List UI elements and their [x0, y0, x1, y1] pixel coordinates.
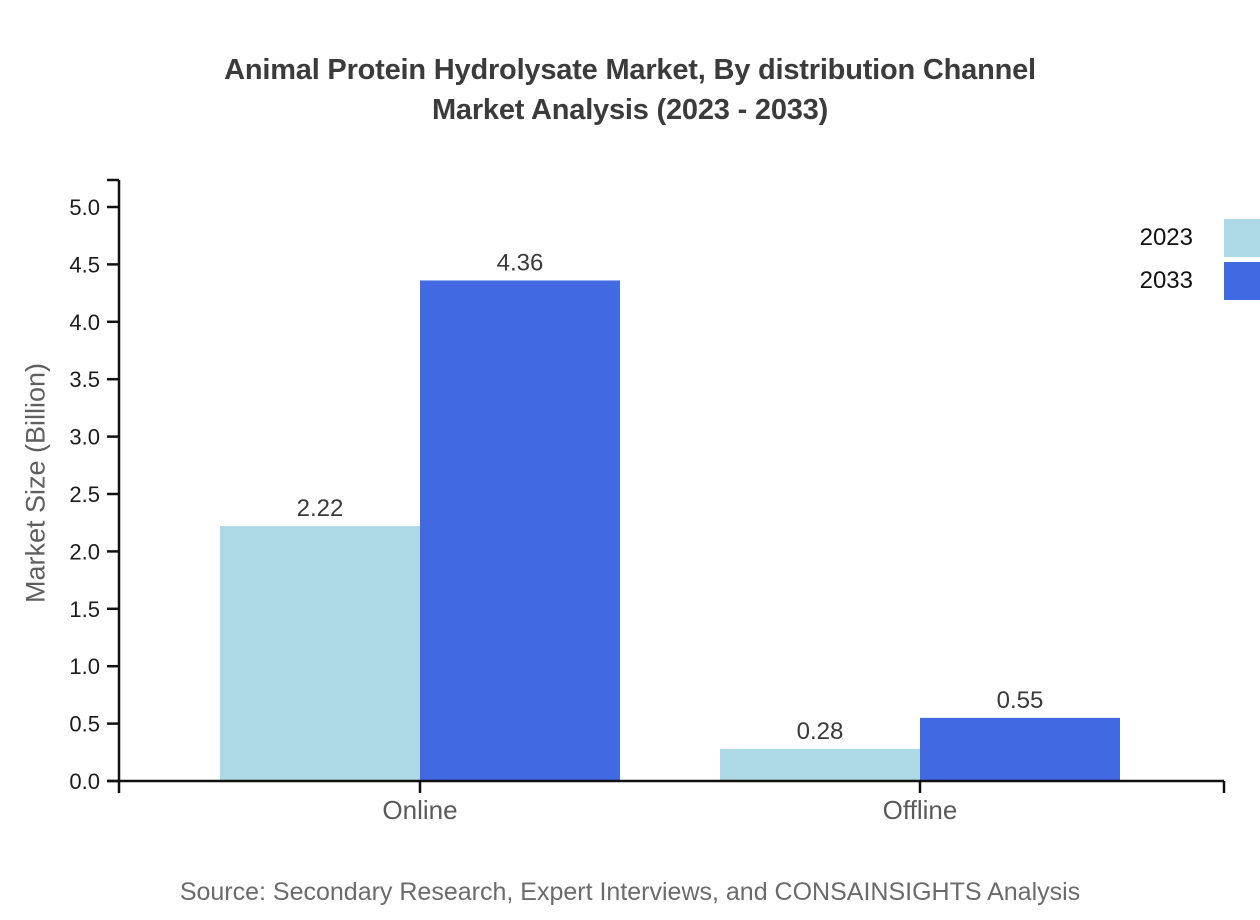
legend-label-2033: 2033: [1139, 267, 1193, 294]
bar-value-label-offline-2033: 0.55: [997, 687, 1044, 714]
legend-label-2023: 2023: [1139, 224, 1193, 251]
chart-title: Animal Protein Hydrolysate Market, By di…: [0, 50, 1260, 130]
axes-layer: [107, 178, 1226, 793]
y-tick-label: 2.5: [69, 482, 100, 507]
y-tick-label: 3.5: [69, 367, 100, 392]
bar-value-label-online-2023: 2.22: [297, 495, 344, 522]
bar-online-2033[interactable]: [420, 280, 620, 781]
legend-swatch-2023: [1224, 219, 1260, 257]
bar-offline-2023[interactable]: [720, 748, 920, 781]
y-tick-label: 5.0: [69, 195, 100, 220]
bar-value-label-offline-2023: 0.28: [797, 718, 844, 745]
y-tick-label: 0.0: [69, 769, 100, 794]
x-category-label-offline: Offline: [883, 795, 958, 825]
legend-swatch-2033: [1224, 262, 1260, 300]
y-tick-label: 3.0: [69, 425, 100, 450]
legend-item-2033[interactable]: 2033: [1140, 262, 1260, 300]
y-tick-label: 4.0: [69, 310, 100, 335]
chart-title-line1: Animal Protein Hydrolysate Market, By di…: [224, 54, 1036, 86]
legend: 2023 2033: [1140, 219, 1260, 300]
y-tick-label: 0.5: [69, 712, 100, 737]
y-tick-label: 4.5: [69, 252, 100, 277]
y-tick-label: 1.5: [69, 597, 100, 622]
y-tick-label: 1.0: [69, 654, 100, 679]
bars-layer: [220, 280, 1120, 781]
source-note: Source: Secondary Research, Expert Inter…: [179, 878, 1081, 906]
bar-value-label-online-2033: 4.36: [497, 249, 544, 276]
bar-offline-2033[interactable]: [920, 717, 1120, 781]
x-category-label-online: Online: [382, 795, 457, 825]
labels-layer: 2.22 4.36 Online 0.28 0.55 Offline 0.0 0.5 1.0 1.…: [69, 195, 1043, 825]
chart-title-line2: Market Analysis (2023 - 2033): [431, 94, 829, 126]
bar-online-2023[interactable]: [220, 526, 420, 781]
y-tick-label: 2.0: [69, 539, 100, 564]
legend-item-2023[interactable]: 2023: [1140, 219, 1260, 257]
